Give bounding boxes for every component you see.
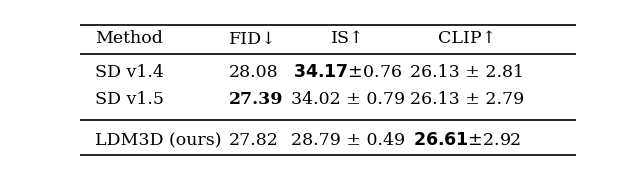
Text: 28.08: 28.08: [229, 64, 278, 81]
Text: 27.39: 27.39: [229, 91, 284, 108]
Text: IS↑: IS↑: [331, 30, 365, 47]
Text: SD v1.5: SD v1.5: [95, 91, 164, 108]
Text: 26.13 ± 2.81: 26.13 ± 2.81: [410, 64, 524, 81]
Text: Method: Method: [95, 30, 163, 47]
Text: $\mathbf{26.61}$$\pm$2.92: $\mathbf{26.61}$$\pm$2.92: [413, 132, 521, 149]
Text: 27.82: 27.82: [229, 132, 278, 149]
Text: LDM3D (ours): LDM3D (ours): [95, 132, 221, 149]
Text: 34.02 ± 0.79: 34.02 ± 0.79: [291, 91, 405, 108]
Text: $\mathbf{34.17}$$\pm$0.76: $\mathbf{34.17}$$\pm$0.76: [293, 64, 403, 81]
Text: SD v1.4: SD v1.4: [95, 64, 164, 81]
Text: 26.13 ± 2.79: 26.13 ± 2.79: [410, 91, 524, 108]
Text: 28.79 ± 0.49: 28.79 ± 0.49: [291, 132, 405, 149]
Text: CLIP↑: CLIP↑: [438, 30, 496, 47]
Text: FID↓: FID↓: [229, 30, 276, 47]
